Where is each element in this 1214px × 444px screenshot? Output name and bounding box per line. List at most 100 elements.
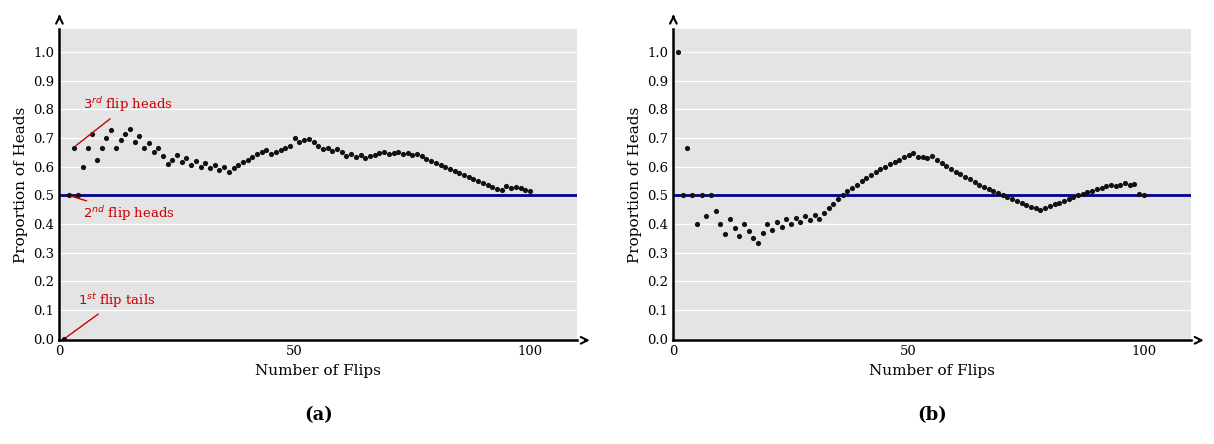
Point <box>153 153 172 160</box>
Point <box>1068 192 1088 199</box>
Point <box>955 173 975 180</box>
Point <box>248 151 267 158</box>
Y-axis label: Proportion of Heads: Proportion of Heads <box>628 107 642 263</box>
Point <box>960 176 980 183</box>
Point <box>941 165 960 172</box>
Point <box>97 135 117 142</box>
Point <box>875 163 895 170</box>
Point <box>843 184 862 191</box>
Point <box>702 192 721 199</box>
Point <box>669 48 688 56</box>
Point <box>516 186 535 193</box>
Point <box>880 161 900 168</box>
Point <box>205 162 225 169</box>
Point <box>130 133 149 140</box>
Point <box>473 179 493 186</box>
Point <box>271 146 290 153</box>
Point <box>739 228 759 235</box>
Point <box>487 185 506 192</box>
Point <box>744 234 764 241</box>
Point <box>1129 190 1148 198</box>
Point <box>421 158 441 165</box>
Point <box>290 139 310 146</box>
Point <box>308 142 328 149</box>
Point <box>276 144 295 151</box>
Point <box>1106 182 1125 190</box>
Point <box>932 159 952 166</box>
Point <box>393 151 413 158</box>
Point <box>734 221 754 228</box>
Point <box>55 335 74 342</box>
Point <box>449 170 469 177</box>
Point <box>828 196 847 203</box>
Point <box>280 142 300 149</box>
Text: $3^{rd}$ flip heads: $3^{rd}$ flip heads <box>75 95 172 146</box>
Point <box>492 187 511 194</box>
Point <box>895 154 914 161</box>
Point <box>758 221 777 228</box>
Point <box>210 166 229 174</box>
Point <box>266 148 285 155</box>
Y-axis label: Proportion of Heads: Proportion of Heads <box>13 107 28 263</box>
Point <box>426 160 446 167</box>
Point <box>898 152 918 159</box>
Point <box>1101 181 1121 188</box>
Point <box>78 144 97 151</box>
Point <box>795 212 815 219</box>
Point <box>890 156 909 163</box>
Point <box>336 152 356 159</box>
Point <box>1036 205 1055 212</box>
X-axis label: Number of Flips: Number of Flips <box>869 364 995 378</box>
Point <box>388 148 408 155</box>
Point <box>511 185 531 192</box>
Point <box>885 159 904 166</box>
Point <box>403 152 422 159</box>
Point <box>725 225 744 232</box>
Point <box>673 192 692 199</box>
Point <box>1059 195 1078 202</box>
Point <box>998 194 1017 201</box>
Point <box>1011 200 1031 207</box>
Point <box>412 153 431 160</box>
Point <box>143 149 163 156</box>
Point <box>195 159 215 166</box>
Point <box>341 150 361 157</box>
Point <box>1134 192 1153 199</box>
Text: $2^{nd}$ flip heads: $2^{nd}$ flip heads <box>72 196 175 223</box>
Point <box>838 188 857 195</box>
Point <box>1026 205 1045 212</box>
Point <box>762 226 782 233</box>
Point <box>710 221 730 228</box>
Point <box>318 144 337 151</box>
Point <box>936 163 955 170</box>
Point <box>408 150 427 157</box>
Point <box>970 181 989 188</box>
Point <box>983 187 1003 194</box>
Point <box>908 153 927 160</box>
Point <box>87 156 107 163</box>
Point <box>790 218 810 226</box>
Point <box>782 221 801 228</box>
Point <box>384 150 403 157</box>
Point <box>454 172 473 179</box>
Point <box>1116 180 1135 187</box>
Point <box>805 211 824 218</box>
Point <box>870 166 890 173</box>
Point <box>120 125 140 132</box>
Point <box>215 163 234 170</box>
Point <box>857 174 877 182</box>
Point <box>777 216 796 223</box>
Point <box>497 182 516 190</box>
Point <box>441 166 460 173</box>
Point <box>715 231 734 238</box>
Point <box>1073 190 1093 197</box>
Point <box>64 144 84 151</box>
Point <box>464 176 483 183</box>
Point <box>68 192 87 199</box>
Point <box>974 183 993 190</box>
Point <box>177 155 197 162</box>
Point <box>800 217 819 224</box>
Point <box>823 200 843 207</box>
Text: (a): (a) <box>304 406 333 424</box>
Point <box>707 208 726 215</box>
